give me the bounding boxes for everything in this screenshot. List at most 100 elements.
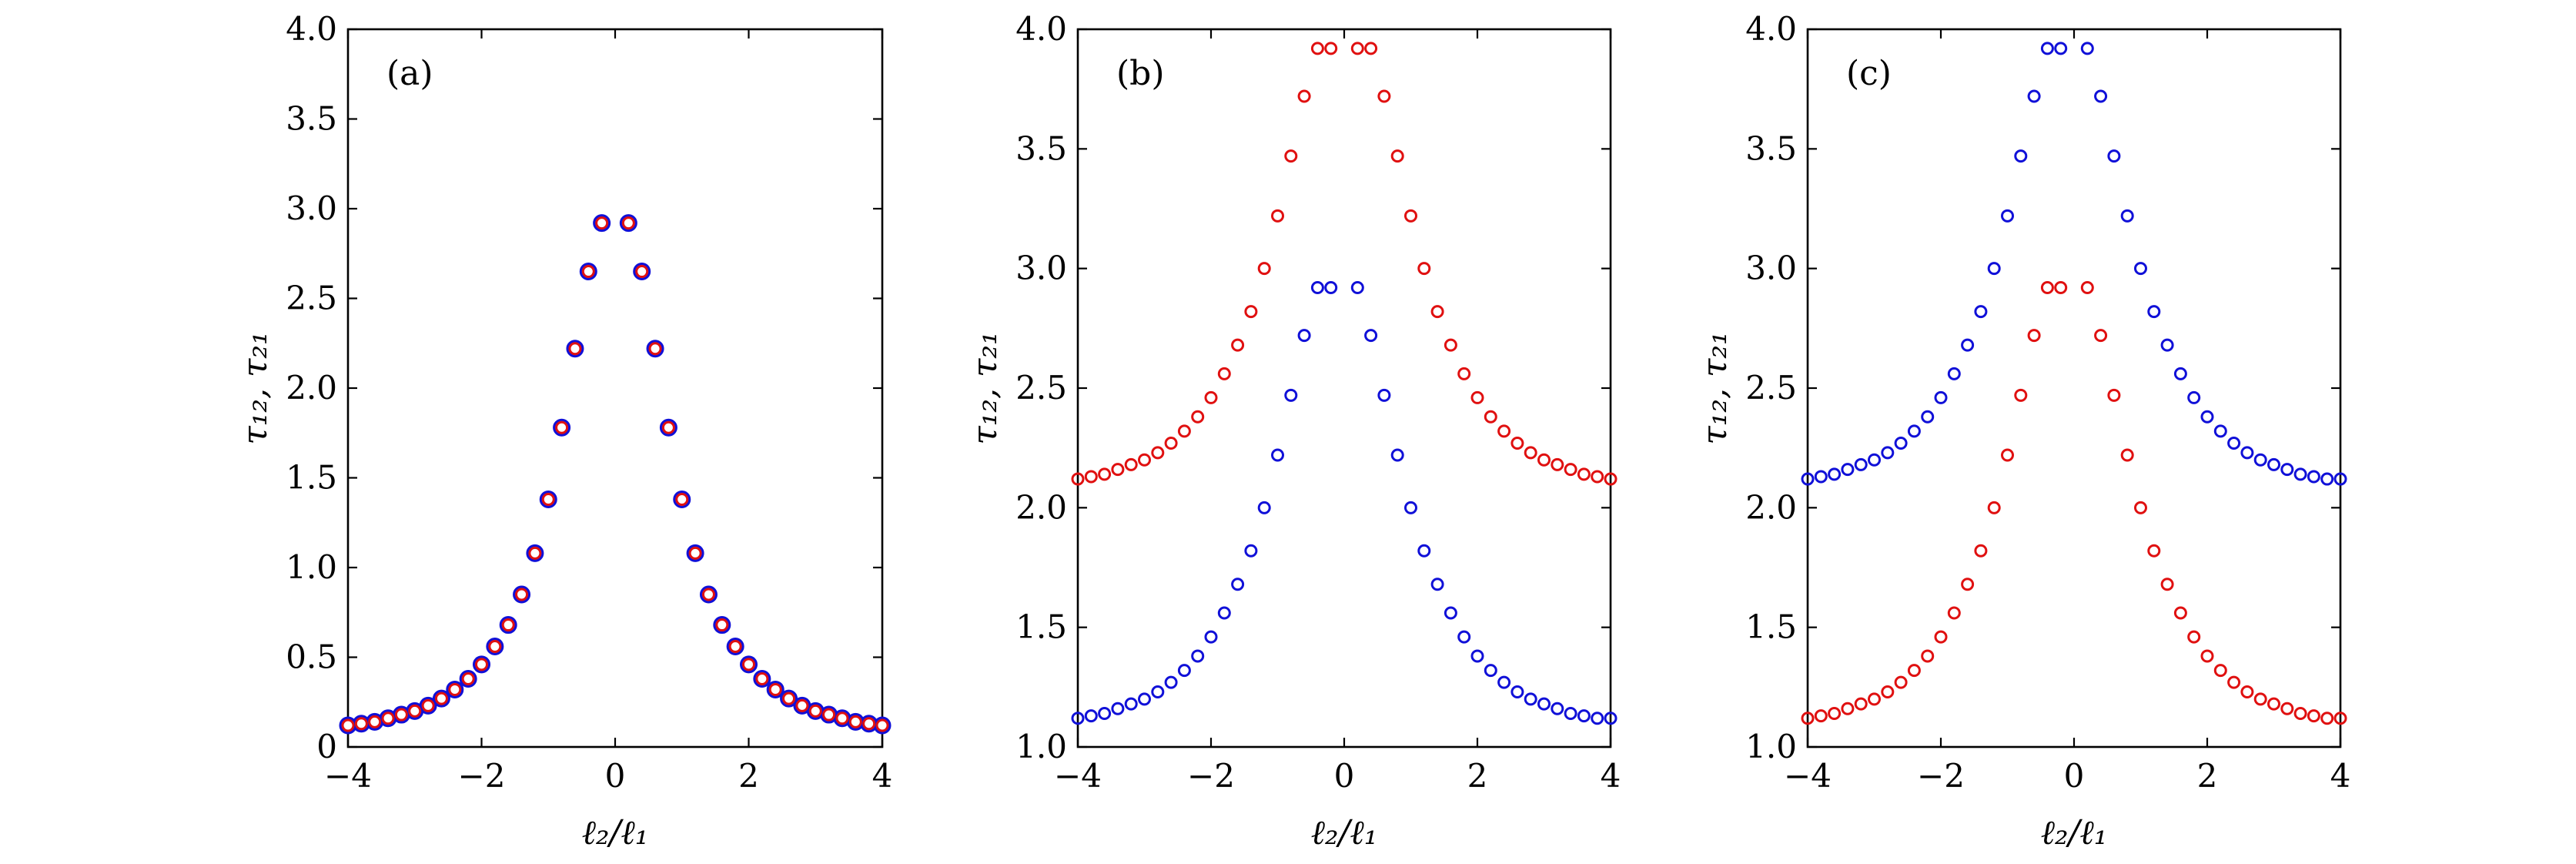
data-point-red: [1604, 472, 1618, 486]
data-point-blue: [1564, 707, 1577, 721]
data-point-red: [555, 420, 569, 434]
data-point-blue: [1524, 692, 1537, 706]
data-point-red: [1564, 463, 1577, 477]
data-point-blue: [1974, 305, 1988, 319]
data-point-blue: [1484, 664, 1497, 678]
data-point-blue: [1364, 329, 1378, 343]
data-point-red: [1284, 149, 1298, 163]
data-point-blue: [2147, 305, 2161, 319]
data-point-blue: [2253, 453, 2267, 467]
data-point-red: [2054, 281, 2068, 295]
data-point-red: [2014, 388, 2028, 402]
data-point-red: [1138, 453, 1151, 467]
data-point-red: [635, 265, 649, 279]
data-point-blue: [1894, 436, 1908, 450]
data-point-red: [2307, 709, 2320, 723]
y-tick-label: 2.0: [286, 369, 337, 407]
data-point-blue: [2120, 209, 2134, 223]
data-point-red: [822, 708, 836, 722]
data-point-red: [581, 265, 595, 279]
data-point-red: [1350, 42, 1364, 55]
data-point-blue: [1814, 470, 1828, 484]
panel-label: (b): [1116, 54, 1165, 93]
data-point-red: [528, 546, 542, 560]
data-point-blue: [1854, 457, 1868, 471]
data-point-red: [621, 216, 635, 230]
data-point-blue: [1204, 630, 1218, 644]
data-point-blue: [1310, 281, 1324, 295]
y-tick-label: 0.5: [286, 638, 337, 676]
data-point-blue: [2014, 149, 2028, 163]
data-point-red: [421, 698, 435, 712]
x-axis-label: ℓ₂/ℓ₁: [1311, 813, 1378, 852]
y-tick-label: 1.5: [1015, 608, 1067, 646]
data-point-blue: [1497, 675, 1511, 689]
y-tick-label: 4.0: [1015, 10, 1067, 48]
data-point-red: [1231, 338, 1245, 352]
data-point-blue: [1231, 578, 1245, 591]
data-point-red: [1854, 697, 1868, 711]
data-point-blue: [1124, 697, 1138, 711]
data-point-red: [2001, 448, 2014, 462]
data-point-red: [2027, 329, 2041, 343]
data-point-red: [394, 708, 408, 722]
data-point-blue: [1271, 448, 1284, 462]
data-point-blue: [2054, 42, 2068, 55]
data-point-red: [461, 671, 475, 685]
data-point-red: [2094, 329, 2108, 343]
data-point-red: [1177, 424, 1191, 438]
data-point-red: [1497, 424, 1511, 438]
x-tick-label: 4: [872, 757, 893, 795]
panel-label: (c): [1846, 54, 1892, 93]
x-tick-label: −2: [458, 757, 506, 795]
data-point-red: [1551, 457, 1564, 471]
data-point-red: [408, 704, 422, 718]
data-point-blue: [1191, 649, 1205, 663]
data-point-blue: [2280, 463, 2294, 477]
y-tick-label: 2.0: [1015, 488, 1067, 526]
data-point-red: [1390, 149, 1404, 163]
data-point-blue: [2200, 410, 2214, 424]
data-point-red: [448, 682, 462, 696]
data-point-blue: [1151, 685, 1165, 699]
data-point-red: [862, 717, 876, 731]
data-point-red: [1377, 89, 1391, 103]
data-point-red: [368, 715, 382, 728]
data-point-red: [848, 715, 862, 728]
data-point-red: [2120, 448, 2134, 462]
data-point-red: [1124, 457, 1138, 471]
data-point-blue: [1577, 709, 1591, 723]
data-point-red: [701, 588, 715, 601]
data-point-red: [1191, 410, 1205, 424]
data-point-red: [648, 342, 662, 356]
data-point-red: [475, 658, 488, 671]
data-point-red: [2040, 281, 2054, 295]
data-point-blue: [1111, 702, 1125, 715]
data-point-red: [1961, 578, 1975, 591]
y-axis-label: τ₁₂, τ₂₁: [965, 331, 1005, 444]
y-tick-label: 3.0: [1745, 249, 1797, 287]
panel-b: −4 −2 0 2 4 1.0 1.5 2.0 2.5 3.0 3.5 4.0 ℓ₂/ℓ₁ τ₁₂, τ₂…: [965, 10, 1621, 852]
data-point-blue: [1404, 501, 1417, 514]
data-point-blue: [1138, 692, 1151, 706]
data-point-red: [1151, 446, 1165, 460]
data-point-red: [2293, 707, 2307, 721]
data-point-blue: [1377, 388, 1391, 402]
data-point-blue: [2333, 472, 2347, 486]
panel-label: (a): [386, 54, 433, 93]
y-tick-label: 4.0: [1745, 10, 1797, 48]
data-point-red: [1921, 649, 1935, 663]
x-tick-label: −2: [1187, 757, 1235, 795]
data-point-red: [2280, 702, 2294, 715]
data-point-red: [2227, 675, 2241, 689]
data-point-red: [1071, 472, 1085, 486]
x-tick-label: −2: [1917, 757, 1965, 795]
data-point-red: [661, 420, 675, 434]
data-point-blue: [1510, 685, 1524, 699]
data-point-red: [728, 640, 742, 654]
y-tick-label: 1.5: [1745, 608, 1797, 646]
data-point-blue: [2027, 89, 2041, 103]
data-point-red: [1484, 410, 1497, 424]
data-point-red: [1537, 453, 1551, 467]
